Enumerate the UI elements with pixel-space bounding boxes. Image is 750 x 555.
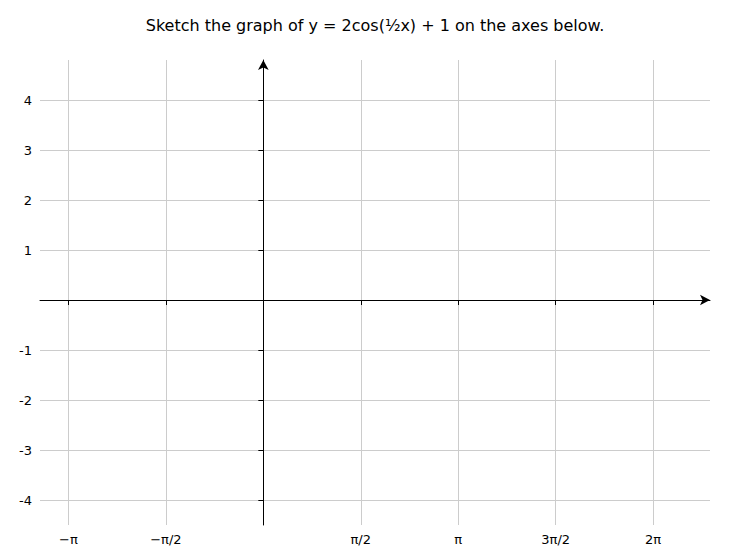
svg-text:Sketch the graph of y = 2cos(½: Sketch the graph of y = 2cos(½x) + 1 on … [146,16,605,35]
svg-text:−π/2: −π/2 [150,532,181,547]
svg-text:-4: -4 [19,493,32,508]
svg-text:2π: 2π [645,532,661,547]
svg-text:π: π [454,532,462,547]
svg-text:-1: -1 [19,343,32,358]
svg-text:π/2: π/2 [351,532,371,547]
svg-text:3π/2: 3π/2 [541,532,570,547]
svg-text:-2: -2 [19,393,32,408]
svg-text:3: 3 [24,143,32,158]
svg-text:1: 1 [24,243,32,258]
svg-text:-3: -3 [19,443,32,458]
svg-text:−π: −π [59,532,78,547]
svg-text:2: 2 [24,193,32,208]
svg-text:4: 4 [24,93,32,108]
